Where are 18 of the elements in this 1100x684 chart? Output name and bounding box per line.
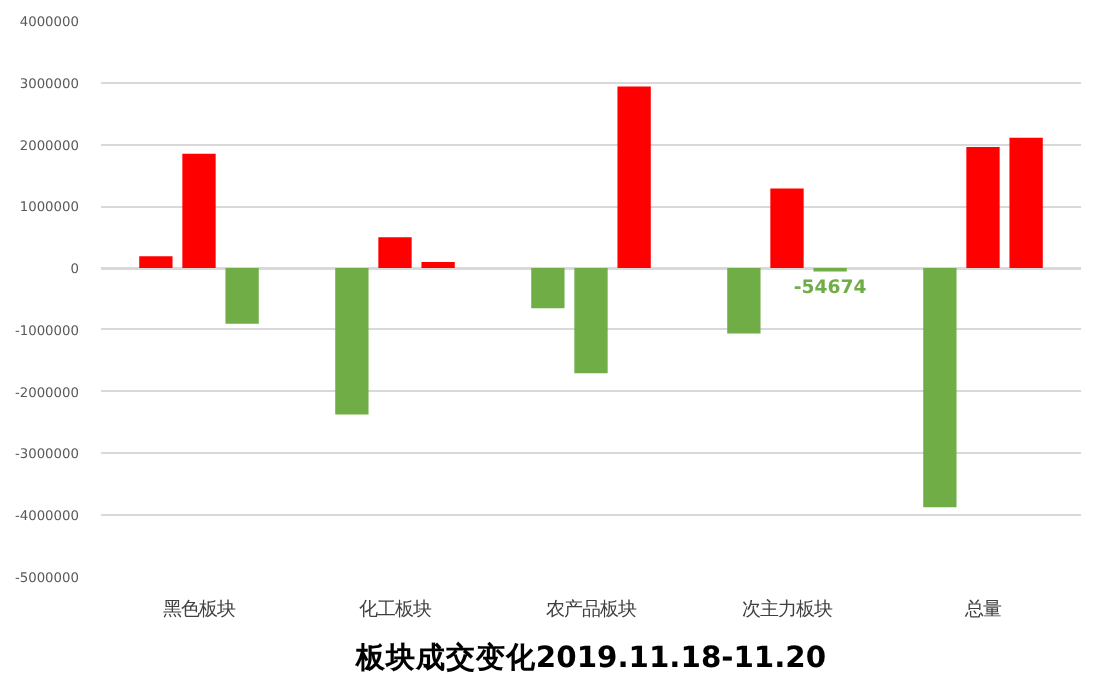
bar [770,188,804,269]
bar [1009,137,1043,269]
bar [335,268,369,415]
bar [923,268,957,508]
bar [421,261,455,269]
bar [531,268,565,309]
data-label: -54674 [793,277,868,300]
bar [966,147,1000,269]
x-tick-label: 农产品板块 [546,599,636,621]
x-tick-label: 黑色板块 [163,599,235,621]
text: 板块成交变化2019.11.18-11.20 [353,639,827,675]
x-tick-label: 次主力板块 [742,599,832,621]
bar [378,237,412,269]
x-tick-label: 化工板块 [359,599,431,621]
bar [617,86,651,269]
bar [727,268,761,334]
x-tick-label: 总量 [963,599,1001,621]
bar [182,153,216,269]
